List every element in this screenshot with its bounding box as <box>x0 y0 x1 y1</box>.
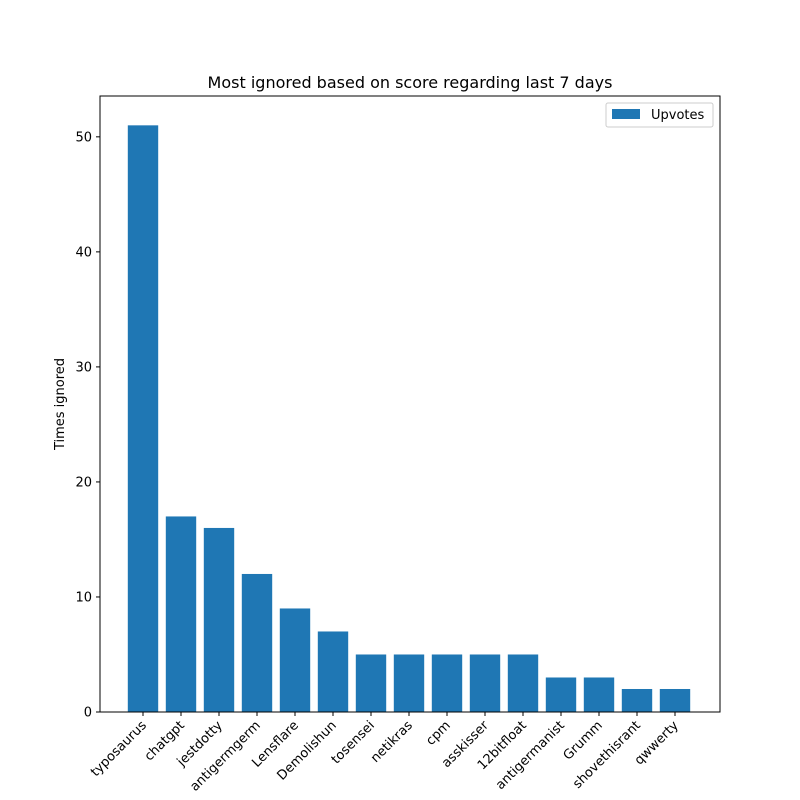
bar-antigermgerm <box>241 573 273 712</box>
plot-frame <box>99 95 721 713</box>
bar-asskisser <box>469 654 501 712</box>
bar-typosaurus <box>127 125 159 713</box>
legend-label: Upvotes <box>651 108 705 123</box>
y-tick-label: 20 <box>75 475 92 490</box>
bars-group <box>127 125 691 713</box>
bar-qwwerty <box>659 688 691 712</box>
bar-cpm <box>431 654 463 712</box>
y-tick-label: 0 <box>84 706 92 721</box>
legend-swatch <box>612 109 640 119</box>
bar-shovethisrant <box>621 688 653 712</box>
bar-netikras <box>393 654 425 712</box>
y-tick-label: 10 <box>75 590 92 605</box>
bar-antigermanist <box>545 677 577 712</box>
bar-chatgpt <box>165 516 197 712</box>
bar-12bitfloat <box>507 654 539 712</box>
y-tick-label: 50 <box>75 130 92 145</box>
bar-Demolishun <box>317 631 349 712</box>
y-axis-label: Times ignored <box>53 358 68 451</box>
bar-Lensflare <box>279 608 311 712</box>
y-tick-label: 30 <box>75 360 92 375</box>
y-tick-label: 40 <box>75 245 92 260</box>
legend: Upvotes <box>605 102 714 128</box>
y-axis: 0 10 20 30 40 50 <box>75 130 100 721</box>
bar-tosensei <box>355 654 387 712</box>
bar-jestdotty <box>203 527 235 712</box>
chart-title: Most ignored based on score regarding la… <box>208 73 613 92</box>
bar-Grumm <box>583 677 615 712</box>
